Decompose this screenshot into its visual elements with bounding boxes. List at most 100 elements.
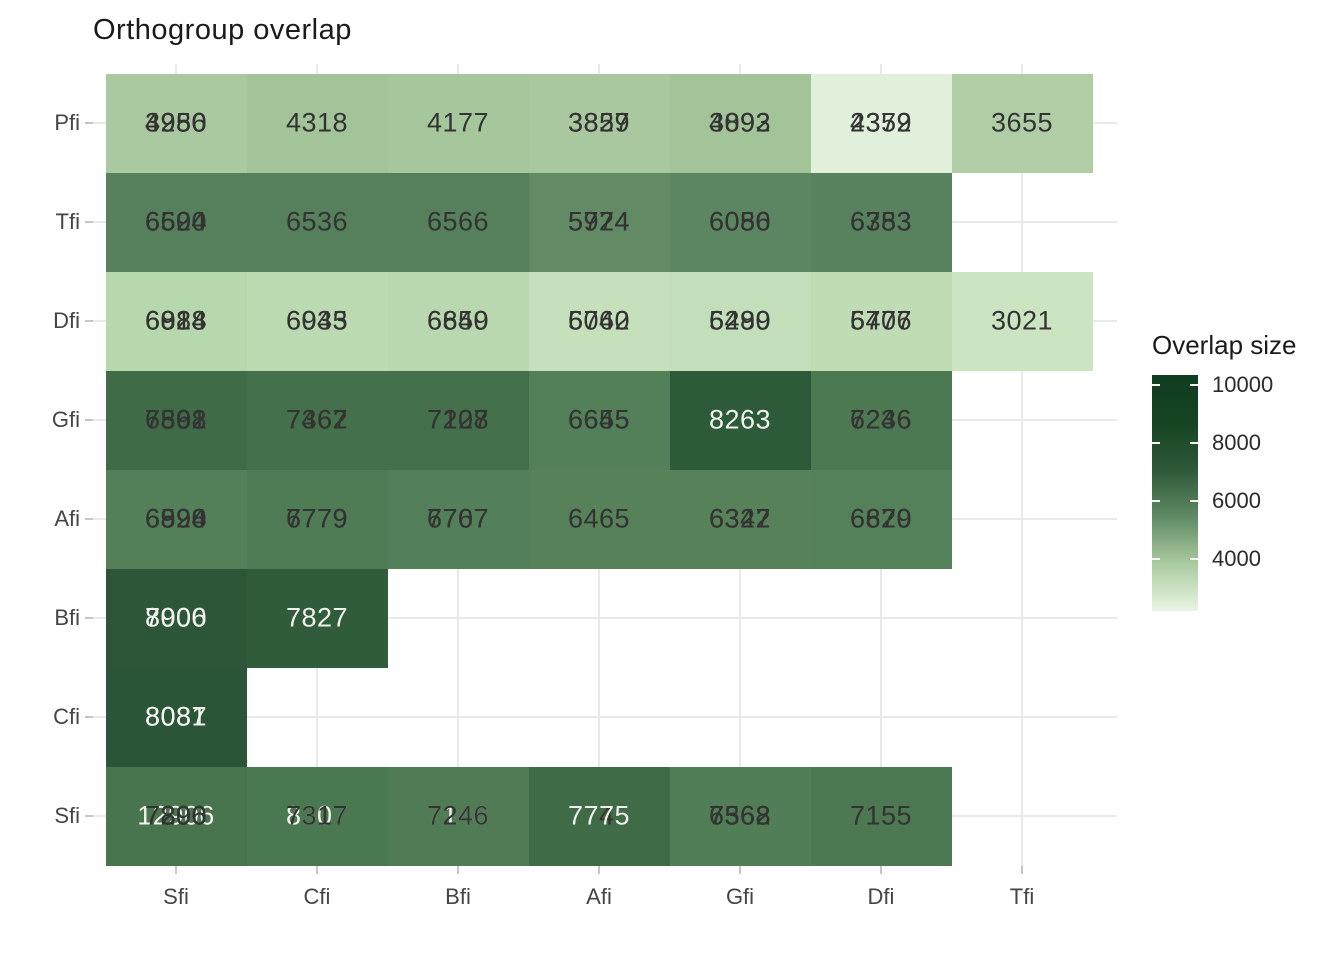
y-axis-tick — [85, 419, 93, 421]
heatmap-cell: 6062 5740 — [528, 271, 670, 371]
legend-gradient-bar — [1152, 375, 1198, 611]
legend-tick-label: 6000 — [1212, 487, 1261, 513]
x-axis-tick — [175, 866, 177, 874]
legend-tick-label: 10000 — [1212, 371, 1274, 397]
cell-value: 6928 — [144, 305, 208, 336]
cell-value: 4177 — [426, 107, 490, 138]
cell-value: 3829 — [567, 107, 631, 138]
cell-value: 5974 — [567, 206, 631, 237]
heatmap-cell: 7827 — [246, 568, 388, 668]
cell-value: 7208 — [426, 404, 490, 435]
cell-value: 6086 — [708, 206, 772, 237]
legend-tick-label: 8000 — [1212, 430, 1261, 456]
cell-value: 6649 — [426, 305, 490, 336]
heatmap-cell: 6850 6649 — [387, 271, 529, 371]
cell-value: 6562 — [708, 800, 772, 831]
y-axis-tick — [85, 518, 93, 520]
heatmap-cell: 8000 7906 — [105, 568, 247, 668]
heatmap-cell: 4177 — [387, 73, 529, 173]
legend-tick-mark — [1152, 383, 1160, 386]
heatmap-cell: 7146 7246 — [387, 766, 529, 866]
legend-tick-mark — [1152, 442, 1160, 445]
heatmap-cell: 7367 7462 — [246, 370, 388, 470]
cell-value: 4092 — [708, 107, 772, 138]
legend-tick-mark — [1190, 442, 1198, 445]
heatmap-cell: 6086 6050 — [669, 172, 811, 272]
cell-value: 2372 — [849, 107, 913, 138]
legend-bar-wrap: 10000 8000 6000 4000 — [1152, 371, 1342, 615]
heatmap-cell: 3655 — [951, 73, 1093, 173]
heatmap-cell: 6566 — [387, 172, 529, 272]
cell-value: 6990 — [144, 503, 208, 534]
heatmap-cell: 6604 6520 6594 — [105, 172, 247, 272]
cell-value: 6935 — [285, 305, 349, 336]
cell-value: 6801 — [144, 404, 208, 435]
cell-value: 7236 — [849, 404, 913, 435]
cell-value: 6566 — [426, 206, 490, 237]
y-axis-label: Gfi — [51, 407, 80, 432]
cell-value: 6043 — [285, 305, 349, 336]
legend-tick-mark — [1190, 383, 1198, 386]
cell-value: 7906 — [144, 602, 208, 633]
cell-value: 4318 — [285, 107, 349, 138]
cell-value: 5740 — [567, 305, 631, 336]
cell-value: 8263 — [708, 404, 772, 435]
cell-value: 6753 — [849, 206, 913, 237]
cell-value: 6707 — [426, 503, 490, 534]
x-axis-label: Tfi — [1009, 884, 1035, 909]
cell-value: 7367 — [285, 404, 349, 435]
cell-value: 6655 — [567, 404, 631, 435]
x-axis-label: Gfi — [725, 884, 755, 909]
x-axis-label: Cfi — [303, 884, 331, 909]
y-axis-label: Afi — [54, 506, 80, 531]
heatmap-cell: 6928 6814 6088 — [105, 271, 247, 371]
y-axis-tick — [85, 221, 93, 223]
cell-value: 7317 — [285, 800, 349, 831]
legend-title: Overlap size — [1152, 330, 1297, 360]
heatmap-cell: 8263 — [669, 370, 811, 470]
cell-value: 6342 — [708, 503, 772, 534]
y-axis-tick — [85, 122, 93, 124]
heatmap-cell: 6935 6043 — [246, 271, 388, 371]
heatmap-cell: 6779 7779 — [246, 469, 388, 569]
cell-value: 6779 — [285, 503, 349, 534]
cell-value: 6824 — [144, 503, 208, 534]
cell-value: 6406 — [849, 305, 913, 336]
cell-value: 6465 — [567, 503, 631, 534]
cell-value: 6050 — [708, 206, 772, 237]
heatmap-cell: 6655 6645 — [528, 370, 670, 470]
cell-value: 7362 — [144, 404, 208, 435]
cell-value: 8000 — [144, 602, 208, 633]
legend: Overlap size 10000 8000 6000 4000 — [1152, 330, 1342, 615]
y-axis-tick — [85, 716, 93, 718]
cell-value: 6520 — [144, 206, 208, 237]
cell-value: 7155 — [849, 800, 913, 831]
cell-value: 7127 — [426, 404, 490, 435]
cell-value: 6062 — [567, 305, 631, 336]
cell-value: 4359 — [849, 107, 913, 138]
heatmap-cell: 4318 — [246, 73, 388, 173]
heatmap-cell: 12906 7290 7896 7306 — [105, 766, 247, 866]
cell-value: 7290 — [144, 800, 208, 831]
y-axis-label: Tfi — [55, 209, 80, 234]
heatmap-cell: 6707 7767 — [387, 469, 529, 569]
heatmap-cell: 8087 8081 — [105, 667, 247, 767]
cell-value: 7146 — [426, 800, 490, 831]
legend-tick-mark — [1152, 499, 1160, 502]
cell-value: 3021 — [990, 305, 1054, 336]
x-axis-tick — [1021, 866, 1023, 874]
heatmap-cell: 3829 3857 — [528, 73, 670, 173]
cell-value: 7827 — [285, 602, 349, 633]
gridline-vertical — [1021, 64, 1023, 866]
gridline-horizontal — [93, 617, 1117, 619]
heatmap-cell: 4256 3980 4950 — [105, 73, 247, 173]
cell-value: 6814 — [144, 305, 208, 336]
cell-value: 3857 — [567, 107, 631, 138]
cell-value: 7745 — [567, 800, 631, 831]
y-axis-tick — [85, 617, 93, 619]
cell-value: 6246 — [849, 404, 913, 435]
heatmap-cell: 2372 4359 — [810, 73, 952, 173]
legend-tick-mark — [1190, 499, 1198, 502]
y-axis-label: Pfi — [54, 110, 80, 135]
y-axis-tick — [85, 815, 93, 817]
